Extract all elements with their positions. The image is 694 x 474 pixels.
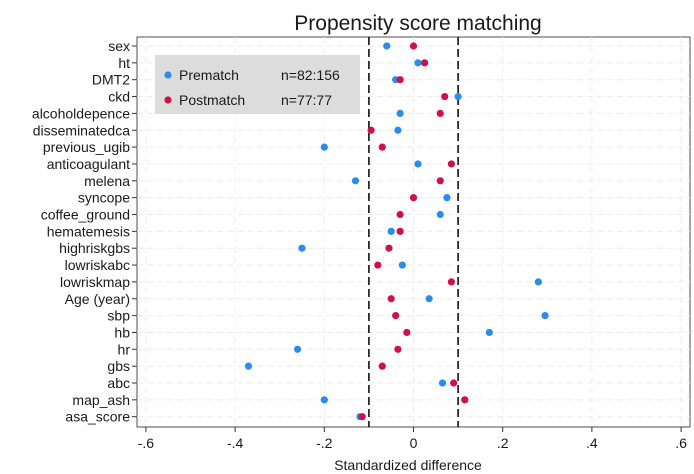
data-points (244, 42, 549, 421)
category-label: previous_ugib (43, 139, 130, 155)
category-label: hb (114, 324, 130, 340)
legend-label-postmatch: Postmatch (179, 92, 245, 108)
legend: Prematch n=82:156 Postmatch n=77:77 (155, 55, 360, 114)
x-tick-label: -.2 (316, 435, 333, 451)
data-point-prematch (396, 109, 404, 117)
category-label: hematemesis (47, 223, 130, 239)
data-point-postmatch (403, 328, 411, 337)
legend-marker-postmatch (164, 96, 172, 104)
data-point-postmatch (367, 126, 375, 134)
data-point-prematch (485, 328, 493, 337)
chart-title: Propensity score matching (294, 12, 541, 35)
data-point-prematch (398, 261, 406, 269)
data-point-prematch (320, 143, 328, 151)
category-label: anticoagulant (47, 156, 130, 172)
legend-note-prematch: n=82:156 (281, 67, 340, 83)
data-point-postmatch (461, 396, 469, 404)
category-label: gbs (107, 358, 130, 374)
x-tick-label: -.6 (138, 435, 155, 451)
data-point-prematch (383, 42, 391, 50)
data-point-postmatch (409, 42, 418, 50)
category-label: Age (year) (65, 291, 130, 307)
category-label: sbp (107, 308, 130, 324)
x-tick-label: 0 (410, 435, 418, 451)
data-point-prematch (414, 160, 422, 168)
data-point-postmatch (396, 227, 404, 235)
data-point-prematch (436, 210, 444, 219)
x-tick-label: .6 (675, 435, 687, 451)
data-point-prematch (454, 92, 462, 101)
data-point-prematch (438, 379, 447, 387)
data-point-prematch (394, 126, 402, 134)
data-point-postmatch (421, 59, 429, 67)
data-point-postmatch (394, 345, 402, 353)
data-point-prematch (534, 278, 542, 286)
data-point-postmatch (358, 413, 366, 421)
legend-marker-prematch (164, 71, 172, 79)
data-point-prematch (387, 227, 395, 235)
data-point-prematch (541, 312, 549, 320)
data-point-postmatch (374, 261, 382, 269)
category-labels: sexhtDMT2ckdalcoholdepencedisseminatedca… (32, 38, 137, 425)
data-point-prematch (244, 362, 253, 370)
data-point-postmatch (392, 312, 400, 320)
category-label: asa_score (65, 409, 130, 425)
category-label: ckd (108, 89, 130, 105)
category-label: highriskgbs (59, 240, 130, 256)
data-point-postmatch (447, 278, 456, 286)
category-label: disseminatedca (33, 122, 130, 138)
category-label: map_ash (72, 392, 130, 408)
data-point-prematch (298, 244, 306, 252)
x-axis: -.6 -.4 -.2 0 .2 .4 .6 (138, 427, 687, 451)
data-point-postmatch (436, 109, 444, 117)
data-point-postmatch (378, 362, 386, 370)
data-point-postmatch (450, 379, 458, 387)
legend-label-prematch: Prematch (179, 67, 239, 83)
x-tick-label: -.4 (227, 435, 244, 451)
data-point-prematch (414, 59, 422, 67)
category-label: melena (84, 173, 130, 189)
data-point-prematch (443, 194, 451, 202)
x-tick-label: .2 (497, 435, 509, 451)
category-label: ht (118, 55, 130, 71)
category-label: sex (108, 38, 130, 54)
data-point-postmatch (409, 194, 418, 202)
category-label: lowriskabc (65, 257, 130, 273)
legend-note-postmatch: n=77:77 (281, 92, 332, 108)
data-point-prematch (320, 396, 328, 404)
category-label: hr (118, 341, 131, 357)
legend-box (155, 55, 360, 114)
data-point-postmatch (396, 76, 404, 84)
category-label: syncope (78, 190, 130, 206)
category-label: lowriskmap (60, 274, 130, 290)
data-point-postmatch (378, 143, 386, 151)
category-label: coffee_ground (41, 207, 130, 223)
x-tick-label: .4 (586, 435, 598, 451)
data-point-prematch (293, 345, 302, 353)
data-point-postmatch (447, 160, 456, 168)
data-point-postmatch (396, 210, 404, 219)
category-label: alcoholdepence (32, 105, 130, 121)
data-point-prematch (425, 295, 433, 303)
x-axis-label: Standardized difference (334, 457, 482, 473)
data-point-postmatch (385, 244, 393, 252)
data-point-postmatch (436, 177, 444, 185)
data-point-prematch (351, 177, 360, 185)
reference-lines (368, 37, 459, 427)
data-point-postmatch (441, 92, 449, 101)
data-point-postmatch (387, 295, 395, 303)
category-label: abc (107, 375, 130, 391)
category-label: DMT2 (92, 72, 130, 88)
